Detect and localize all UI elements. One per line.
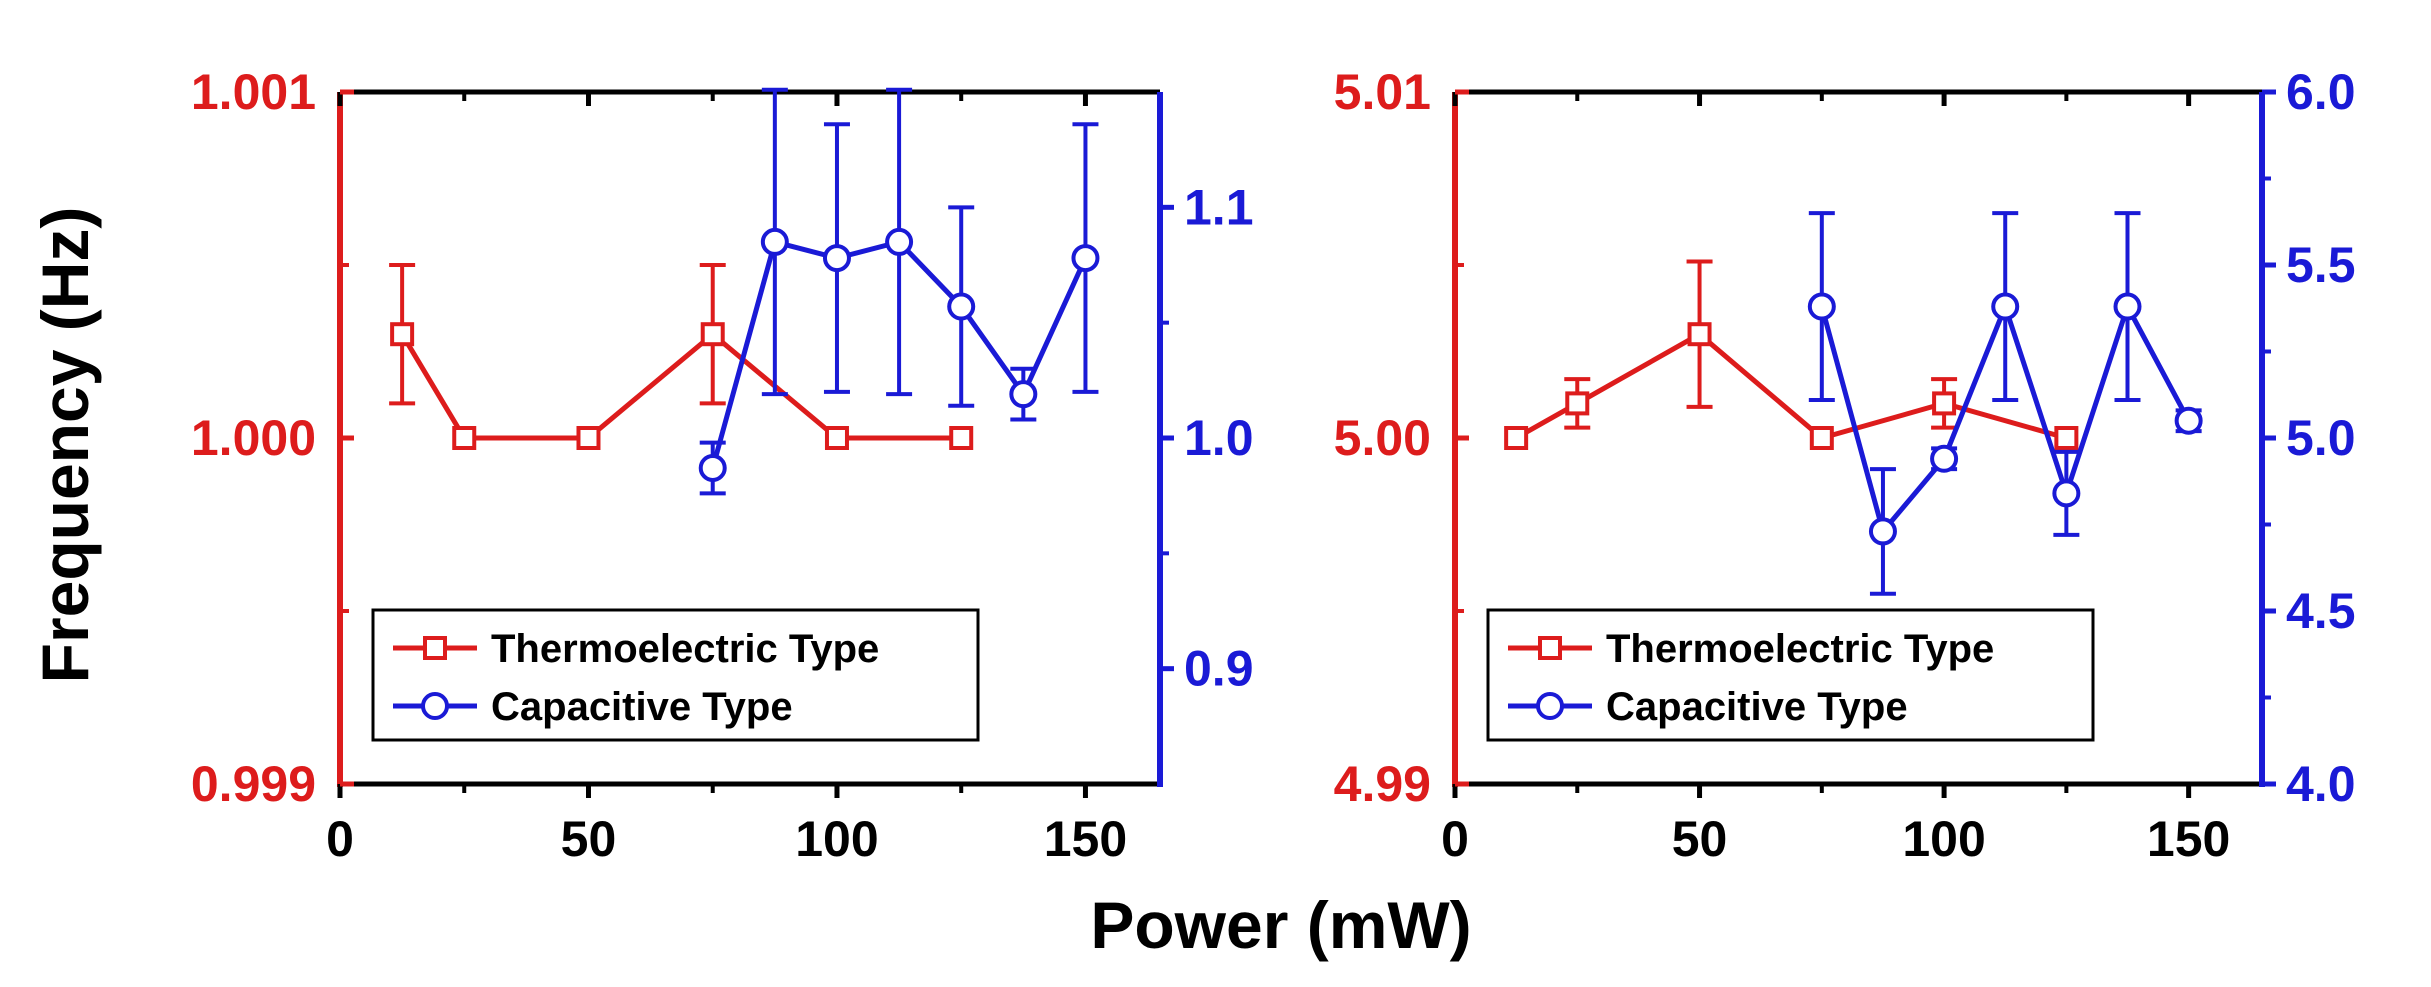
data-point	[1991, 292, 2020, 321]
right-y-tick-label: 5.5	[2286, 237, 2356, 293]
legend-swatch-marker	[423, 636, 447, 660]
left-y-tick-label: 1.001	[191, 64, 316, 120]
legend: Thermoelectric Type Capacitive Type	[1486, 608, 2095, 742]
series-line	[399, 330, 962, 441]
left-y-tick-label: 5.01	[1334, 64, 1431, 120]
data-point	[698, 453, 727, 482]
x-tick-label: 50	[561, 811, 617, 867]
right-y-tick-label: 5.0	[2286, 410, 2356, 466]
data-point	[1071, 244, 1100, 273]
data-point	[1807, 292, 1836, 321]
right-y-tick-label: 1.1	[1184, 179, 1254, 235]
legend-label: Capacitive Type	[1606, 685, 1908, 729]
x-tick-label: 0	[1441, 811, 1469, 867]
data-point	[1504, 426, 1529, 450]
series-capacitive	[698, 87, 1100, 496]
data-point	[760, 227, 789, 256]
right-y-tick-label: 4.0	[2286, 756, 2356, 812]
data-point	[1868, 517, 1897, 546]
data-point	[947, 292, 976, 321]
data-point	[824, 426, 849, 450]
panel-2: 0 50 100 150 4.99 5.00 5.01 4.0 4.5 5.0 5.5 6.0 Ther…	[1334, 64, 2356, 867]
data-point	[390, 322, 415, 347]
legend-swatch-marker	[1538, 636, 1562, 660]
left-y-tick-label: 4.99	[1334, 756, 1431, 812]
x-axis-title: Power (mW)	[1090, 888, 1471, 962]
x-tick-label: 100	[1902, 811, 1985, 867]
x-tick-label: 50	[1672, 811, 1728, 867]
legend-label: Thermoelectric Type	[1606, 627, 1994, 671]
x-tick-label: 0	[326, 811, 354, 867]
legend-label: Capacitive Type	[491, 685, 793, 729]
x-tick-label: 100	[795, 811, 878, 867]
data-point	[700, 322, 725, 347]
legend-label: Thermoelectric Type	[491, 627, 879, 671]
data-point	[2052, 479, 2081, 508]
right-y-tick-label: 6.0	[2286, 64, 2356, 120]
left-y-tick-label: 0.999	[191, 756, 316, 812]
x-tick-label: 150	[1044, 811, 1127, 867]
legend-swatch-marker	[421, 692, 449, 720]
data-point	[1565, 391, 1590, 416]
data-point	[1809, 426, 1834, 450]
data-point	[1009, 380, 1038, 409]
legend-box	[1486, 608, 2095, 742]
data-point	[452, 426, 477, 450]
series-thermoelectric	[1504, 259, 2079, 450]
data-point	[1930, 444, 1959, 473]
data-point	[949, 426, 974, 450]
right-y-tick-label: 1.0	[1184, 410, 1254, 466]
x-tick-label: 150	[2147, 811, 2230, 867]
data-point	[1687, 322, 1712, 347]
right-y-tick-label: 0.9	[1184, 641, 1254, 697]
data-point	[576, 426, 601, 450]
left-y-tick-label: 5.00	[1334, 410, 1431, 466]
legend-box	[371, 608, 980, 742]
data-point	[2054, 426, 2079, 450]
right-y-tick-label: 4.5	[2286, 583, 2356, 639]
legend-swatch-marker	[1536, 692, 1564, 720]
data-point	[2113, 292, 2142, 321]
data-point	[885, 227, 914, 256]
left-y-tick-label: 1.000	[191, 410, 316, 466]
data-point	[822, 244, 851, 273]
data-point	[2174, 406, 2203, 435]
series-capacitive	[1807, 211, 2203, 596]
panels: 0 50 100 150 0.999 1.000 1.001 0.9 1.0 1.1 Thermoe…	[191, 64, 2356, 867]
y-axis-title: Frequency (Hz)	[28, 207, 102, 684]
legend: Thermoelectric Type Capacitive Type	[371, 608, 980, 742]
data-point	[1932, 391, 1957, 416]
series-thermoelectric	[389, 263, 974, 450]
panel-1: 0 50 100 150 0.999 1.000 1.001 0.9 1.0 1.1 Thermoe…	[191, 64, 1254, 867]
